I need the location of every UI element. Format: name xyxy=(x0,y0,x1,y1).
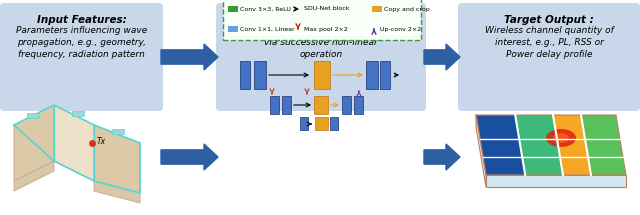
Polygon shape xyxy=(94,181,140,203)
Bar xyxy=(282,96,291,114)
Ellipse shape xyxy=(546,129,576,147)
Bar xyxy=(380,61,390,89)
Bar xyxy=(366,61,378,89)
Bar xyxy=(228,6,238,12)
Text: Transforms input features
via successive non-linear
operation: Transforms input features via successive… xyxy=(262,26,380,59)
FancyBboxPatch shape xyxy=(223,0,421,40)
Bar xyxy=(330,117,338,130)
Polygon shape xyxy=(476,115,486,187)
Polygon shape xyxy=(486,175,626,187)
Text: Tx: Tx xyxy=(97,138,106,146)
Bar xyxy=(228,26,238,32)
Text: Max pool 2×2: Max pool 2×2 xyxy=(304,26,348,32)
Text: Target Output :: Target Output : xyxy=(504,15,594,25)
Text: Conv 3×3, ReLU: Conv 3×3, ReLU xyxy=(240,6,291,11)
Bar xyxy=(270,96,279,114)
Bar xyxy=(72,111,84,116)
FancyBboxPatch shape xyxy=(216,3,426,111)
Polygon shape xyxy=(14,105,54,181)
Bar xyxy=(315,117,328,130)
Polygon shape xyxy=(161,144,218,170)
Polygon shape xyxy=(14,161,54,191)
Text: DL Model:: DL Model: xyxy=(292,15,350,25)
Polygon shape xyxy=(424,44,460,70)
Bar xyxy=(240,61,250,89)
Text: Wireless channel quantity of
interest, e.g., PL, RSS or
Power delay profile: Wireless channel quantity of interest, e… xyxy=(484,26,613,59)
Text: SDU-Net block: SDU-Net block xyxy=(304,6,349,11)
Polygon shape xyxy=(94,125,140,193)
Polygon shape xyxy=(54,105,94,181)
Bar xyxy=(254,61,266,89)
Text: Parameters influencing wave
propagation, e.g., geometry,
frequency, radiation pa: Parameters influencing wave propagation,… xyxy=(16,26,147,59)
Bar xyxy=(27,113,39,118)
Polygon shape xyxy=(553,115,591,175)
Polygon shape xyxy=(581,115,626,175)
Bar xyxy=(112,129,124,134)
Polygon shape xyxy=(476,115,525,175)
Polygon shape xyxy=(515,115,563,175)
Text: Copy and crop: Copy and crop xyxy=(384,6,429,11)
Text: Conv 1×1, Linear: Conv 1×1, Linear xyxy=(240,26,294,32)
Bar xyxy=(372,6,382,12)
Bar xyxy=(342,96,351,114)
Bar xyxy=(300,117,308,130)
FancyBboxPatch shape xyxy=(458,3,640,111)
Bar xyxy=(314,96,328,114)
Polygon shape xyxy=(161,44,218,70)
Polygon shape xyxy=(424,144,460,170)
Ellipse shape xyxy=(553,133,569,143)
Text: Input Features:: Input Features: xyxy=(36,15,126,25)
Bar xyxy=(354,96,363,114)
Text: Up-conv 2×2: Up-conv 2×2 xyxy=(380,26,421,32)
Bar xyxy=(314,61,330,89)
FancyBboxPatch shape xyxy=(0,3,163,111)
